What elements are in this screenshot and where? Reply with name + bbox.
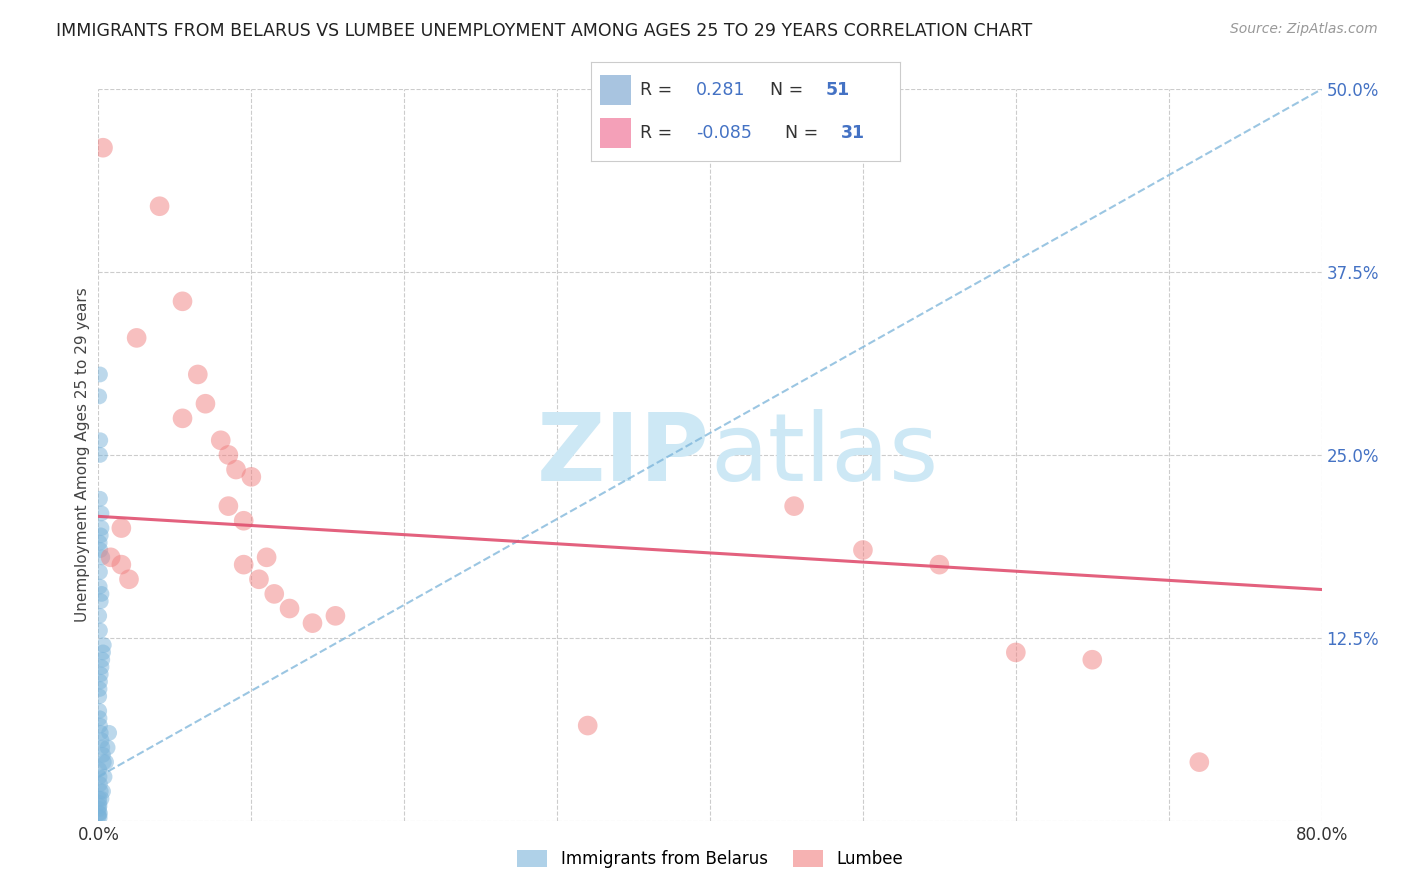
- Text: R =: R =: [640, 124, 678, 142]
- Point: [90, 733, 112, 747]
- Point: [118, 572, 141, 586]
- FancyBboxPatch shape: [600, 75, 631, 104]
- Point: [89, 763, 111, 777]
- Point: [1188, 755, 1211, 769]
- Point: [232, 558, 254, 572]
- Point: [90, 660, 112, 674]
- Text: -0.085: -0.085: [696, 124, 752, 142]
- Point: [90, 784, 112, 798]
- Point: [125, 331, 148, 345]
- Point: [98, 726, 121, 740]
- Point: [91, 550, 114, 565]
- Point: [263, 587, 285, 601]
- Text: 0.281: 0.281: [696, 81, 745, 99]
- Point: [93, 770, 115, 784]
- Text: 51: 51: [825, 81, 849, 99]
- Point: [87, 802, 110, 816]
- Text: atlas: atlas: [710, 409, 938, 501]
- Point: [89, 704, 111, 718]
- Point: [89, 565, 111, 579]
- Point: [91, 653, 114, 667]
- Point: [89, 711, 111, 725]
- Point: [90, 726, 112, 740]
- Point: [89, 580, 111, 594]
- Point: [256, 550, 278, 565]
- Point: [194, 397, 217, 411]
- Point: [928, 558, 950, 572]
- Point: [91, 740, 114, 755]
- Point: [89, 796, 111, 810]
- Text: ZIP: ZIP: [537, 409, 710, 501]
- Text: R =: R =: [640, 81, 678, 99]
- Point: [240, 470, 263, 484]
- Point: [89, 674, 111, 689]
- Point: [87, 809, 110, 823]
- Point: [89, 624, 111, 638]
- Point: [89, 491, 111, 506]
- Text: 31: 31: [841, 124, 865, 142]
- Point: [89, 799, 111, 814]
- Point: [91, 141, 114, 155]
- Point: [94, 755, 117, 769]
- Y-axis label: Unemployment Among Ages 25 to 29 years: Unemployment Among Ages 25 to 29 years: [75, 287, 90, 623]
- Point: [187, 368, 209, 382]
- Point: [89, 389, 111, 403]
- Point: [149, 199, 172, 213]
- Point: [90, 528, 112, 542]
- Point: [325, 608, 347, 623]
- Point: [90, 594, 112, 608]
- Point: [89, 434, 111, 448]
- Point: [89, 718, 111, 732]
- Point: [89, 690, 111, 704]
- Point: [89, 791, 111, 805]
- Point: [87, 806, 110, 821]
- Point: [89, 543, 111, 558]
- Point: [232, 514, 254, 528]
- Point: [576, 718, 599, 732]
- Point: [1081, 653, 1104, 667]
- Point: [217, 499, 239, 513]
- Point: [90, 587, 112, 601]
- Point: [217, 448, 239, 462]
- Point: [209, 434, 232, 448]
- Point: [89, 811, 111, 825]
- Point: [89, 770, 111, 784]
- Point: [93, 638, 115, 652]
- Point: [91, 645, 114, 659]
- Point: [783, 499, 806, 513]
- Point: [89, 368, 111, 382]
- Point: [110, 521, 132, 535]
- Point: [89, 608, 111, 623]
- Text: Source: ZipAtlas.com: Source: ZipAtlas.com: [1230, 22, 1378, 37]
- Point: [90, 667, 112, 681]
- Point: [89, 681, 111, 696]
- Point: [89, 777, 111, 791]
- Point: [91, 784, 114, 798]
- Point: [172, 294, 194, 309]
- Point: [110, 558, 132, 572]
- FancyBboxPatch shape: [600, 119, 631, 148]
- Point: [247, 572, 270, 586]
- Point: [93, 755, 115, 769]
- Point: [172, 411, 194, 425]
- Point: [90, 507, 112, 521]
- Point: [301, 616, 323, 631]
- Point: [90, 521, 112, 535]
- Point: [97, 740, 120, 755]
- Text: IMMIGRANTS FROM BELARUS VS LUMBEE UNEMPLOYMENT AMONG AGES 25 TO 29 YEARS CORRELA: IMMIGRANTS FROM BELARUS VS LUMBEE UNEMPL…: [56, 22, 1032, 40]
- Text: N =: N =: [786, 124, 824, 142]
- Point: [89, 806, 111, 821]
- Legend: Immigrants from Belarus, Lumbee: Immigrants from Belarus, Lumbee: [510, 843, 910, 874]
- Point: [100, 550, 122, 565]
- Point: [852, 543, 875, 558]
- Point: [89, 448, 111, 462]
- Point: [90, 791, 112, 805]
- Point: [1004, 645, 1026, 659]
- Text: N =: N =: [770, 81, 808, 99]
- Point: [91, 747, 114, 762]
- Point: [278, 601, 301, 615]
- Point: [225, 462, 247, 476]
- Point: [89, 535, 111, 549]
